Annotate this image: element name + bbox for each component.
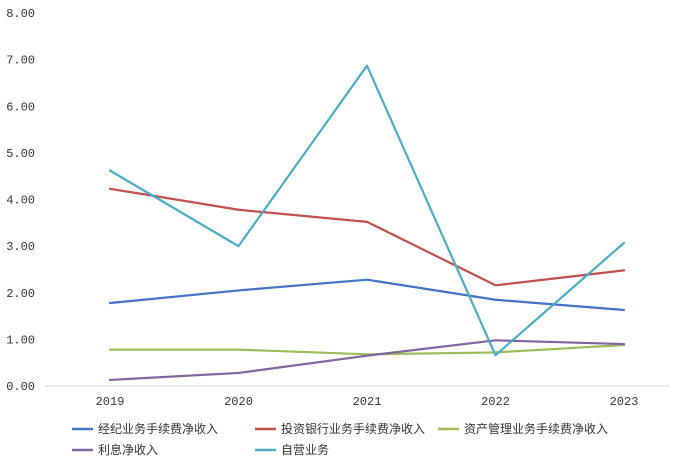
legend-label: 利息净收入 — [98, 442, 158, 457]
x-axis-tick-labels: 2019 2020 2021 2022 2023 — [96, 395, 639, 409]
series-line-2 — [108, 187, 626, 287]
y-tick-label: 1.00 — [6, 333, 35, 347]
y-tick-label: 3.00 — [6, 240, 35, 254]
x-tick-label: 2023 — [610, 395, 639, 409]
x-tick-label: 2019 — [96, 395, 125, 409]
x-tick-label: 2020 — [224, 395, 253, 409]
legend-label: 资产管理业务手续费净收入 — [464, 421, 608, 436]
y-tick-label: 7.00 — [6, 54, 35, 68]
y-tick-label: 5.00 — [6, 147, 35, 161]
legend-item: 投资银行业务手续费净收入 — [255, 421, 425, 436]
series-line-1 — [108, 278, 626, 312]
legend-item: 自营业务 — [255, 442, 329, 457]
series-line-3 — [108, 343, 626, 356]
legend-item: 利息净收入 — [72, 442, 158, 457]
x-tick-label: 2021 — [353, 395, 382, 409]
legend-label: 投资银行业务手续费净收入 — [281, 421, 425, 436]
legend-item: 经纪业务手续费净收入 — [72, 421, 218, 436]
legend-item: 资产管理业务手续费净收入 — [438, 421, 608, 436]
y-tick-label: 0.00 — [6, 380, 35, 394]
y-tick-label: 4.00 — [6, 194, 35, 208]
series-line-4 — [108, 339, 626, 382]
series-line-5 — [108, 64, 626, 357]
y-tick-label: 8.00 — [6, 7, 35, 21]
y-axis-tick-labels: 0.00 1.00 2.00 3.00 4.00 5.00 6.00 7.00 8.00 — [6, 7, 35, 394]
x-tick-label: 2022 — [481, 395, 510, 409]
legend-label: 经纪业务手续费净收入 — [98, 421, 218, 436]
legend-label: 自营业务 — [281, 442, 329, 457]
y-tick-label: 6.00 — [6, 100, 35, 114]
series-lines — [108, 64, 626, 382]
y-tick-label: 2.00 — [6, 287, 35, 301]
